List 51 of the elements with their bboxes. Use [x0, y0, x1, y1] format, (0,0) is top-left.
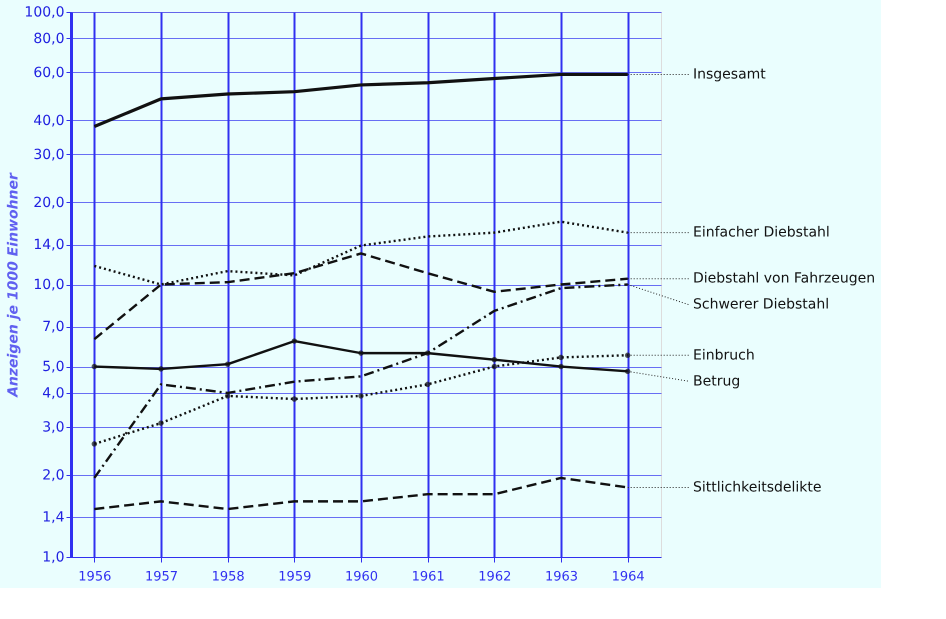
x-tick-label: 1956: [78, 570, 112, 584]
point: [358, 393, 364, 399]
point: [492, 356, 498, 362]
x-tick-label: 1957: [144, 570, 178, 584]
point: [624, 368, 630, 374]
x-tick-label: 1959: [278, 570, 312, 584]
y-tick-label: 30,0: [33, 146, 64, 163]
point: [92, 441, 98, 447]
point: [492, 364, 498, 370]
text: Sittlichkeitsdelikte: [693, 479, 822, 496]
point: [558, 354, 564, 360]
text: Betrug: [693, 373, 740, 390]
x-tick-label: 1958: [212, 570, 245, 584]
point: [92, 364, 98, 370]
y-tick-label: 7,0: [42, 319, 64, 336]
point: [558, 364, 564, 370]
y-tick-label: 1,4: [42, 510, 65, 526]
y-tick-label: 60,0: [33, 64, 64, 81]
x-tick-label: 1962: [478, 570, 512, 584]
line-series: [92, 72, 630, 128]
text: Schwerer Diebstahl: [693, 296, 830, 313]
y-tick-label: 20,0: [33, 194, 64, 211]
x-tick-label: 1961: [412, 570, 445, 584]
point: [358, 350, 364, 356]
y-tick-label: 1,0: [42, 550, 64, 566]
y-tick-label: 2,0: [42, 467, 64, 484]
y-axis-title: Anzeigen je 1000 Einwohner: [5, 172, 22, 398]
x-tick-label: 1964: [612, 570, 645, 584]
y-tick-label: 10,0: [33, 277, 64, 293]
y-tick-label: 100,0: [24, 4, 64, 20]
y-tick-label: 80,0: [33, 30, 64, 47]
point: [624, 352, 630, 358]
x-tick-label: 1960: [344, 570, 378, 584]
y-tick-label: 3,0: [42, 419, 64, 436]
text: Einbruch: [693, 347, 755, 364]
x-tick-label: 1963: [544, 570, 578, 584]
y-tick-label: 40,0: [33, 112, 64, 129]
text: Einfacher Diebstahl: [693, 224, 830, 241]
point: [424, 382, 430, 388]
point: [292, 338, 298, 344]
point: [158, 420, 164, 426]
y-tick-label: 4,0: [42, 385, 64, 402]
point: [424, 350, 430, 356]
point: [158, 366, 164, 372]
point: [292, 396, 298, 402]
text: Insgesamt: [693, 66, 766, 82]
point: [224, 361, 230, 367]
point: [224, 393, 230, 399]
text: Diebstahl von Fahrzeugen: [693, 270, 876, 287]
y-tick-label: 5,0: [42, 359, 64, 376]
y-tick-label: 14,0: [33, 237, 64, 254]
